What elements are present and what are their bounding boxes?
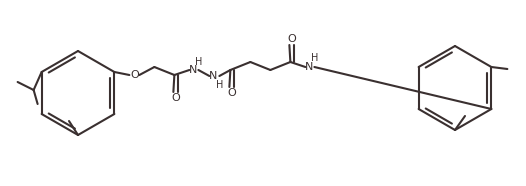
Text: O: O <box>171 93 180 103</box>
Text: N: N <box>189 65 198 75</box>
Text: H: H <box>195 57 202 67</box>
Text: O: O <box>287 34 296 44</box>
Text: H: H <box>216 80 223 90</box>
Text: O: O <box>130 70 139 80</box>
Text: N: N <box>209 71 218 81</box>
Text: N: N <box>305 62 313 72</box>
Text: O: O <box>227 88 236 98</box>
Text: H: H <box>311 53 318 63</box>
